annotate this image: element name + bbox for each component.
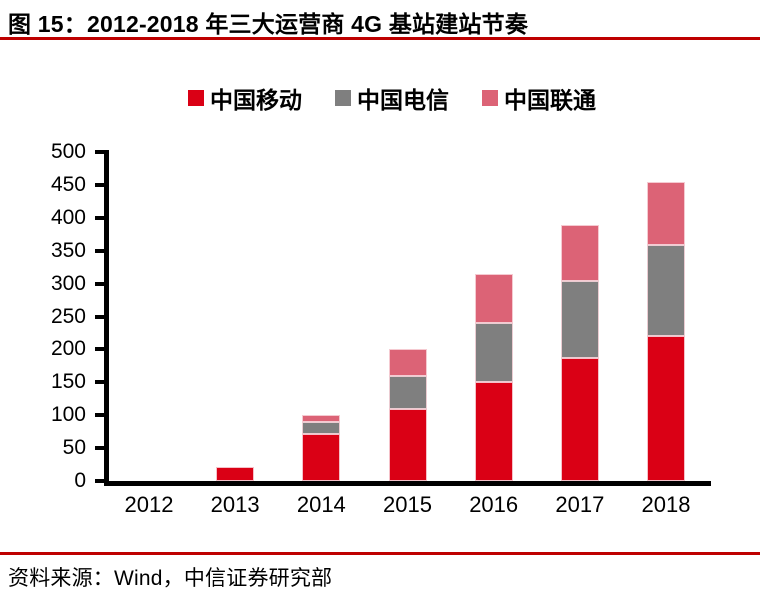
y-axis-label: 50 <box>62 436 86 460</box>
bar-segment <box>560 225 599 281</box>
y-axis-tick <box>95 215 104 220</box>
source-divider-rule <box>0 552 760 555</box>
legend-label: 中国联通 <box>504 87 596 113</box>
y-axis-tick <box>95 413 104 418</box>
chart-legend: 中国移动 中国电信 中国联通 <box>0 81 784 115</box>
bar-segment <box>388 408 427 481</box>
bar-segment <box>216 466 255 481</box>
y-axis-label: 200 <box>50 337 86 361</box>
x-axis-label: 2012 <box>124 492 174 517</box>
bar-segment <box>388 375 427 409</box>
y-axis-label: 100 <box>50 403 86 427</box>
bar-segment <box>388 349 427 376</box>
y-axis-tick <box>95 281 104 286</box>
legend-label: 中国移动 <box>210 87 302 113</box>
x-axis-label: 2013 <box>210 492 260 517</box>
y-axis-label: 500 <box>50 140 86 163</box>
y-axis-tick <box>95 446 104 451</box>
x-axis-label: 2015 <box>383 492 432 517</box>
legend-label: 中国电信 <box>357 87 449 113</box>
y-axis-tick <box>95 248 104 253</box>
legend-item: 中国电信 <box>335 81 449 115</box>
x-axis-label: 2014 <box>296 492 346 517</box>
legend-swatch-icon <box>188 90 204 106</box>
y-axis-label: 0 <box>74 469 86 492</box>
title-underline-rule <box>0 37 760 40</box>
x-axis-label: 2016 <box>469 492 519 517</box>
y-axis-tick <box>95 347 104 352</box>
y-axis-line <box>104 150 109 486</box>
y-axis-tick <box>95 380 104 385</box>
legend-item: 中国联通 <box>482 81 596 115</box>
bar-segment <box>474 382 513 481</box>
bar-segment <box>647 336 686 481</box>
bar-segment <box>647 245 686 337</box>
figure-title: 图 15：2012-2018 年三大运营商 4G 基站建站节奏 <box>8 11 529 37</box>
bar-segment <box>474 323 513 383</box>
legend-swatch-icon <box>335 90 351 106</box>
bar-segment <box>560 357 599 481</box>
bar-segment <box>474 273 513 324</box>
x-axis-line <box>104 481 711 486</box>
y-axis-label: 300 <box>50 271 86 295</box>
y-axis-tick <box>95 182 104 187</box>
bar-segment <box>647 181 686 246</box>
bar-segment <box>302 433 341 481</box>
y-axis-tick <box>95 150 104 154</box>
y-axis-label: 150 <box>50 370 86 394</box>
y-axis-label: 450 <box>50 172 86 196</box>
legend-item: 中国移动 <box>188 81 302 115</box>
y-axis-label: 250 <box>50 304 86 328</box>
bar-segment <box>302 421 341 434</box>
bar-segment <box>302 415 341 422</box>
legend-swatch-icon <box>482 90 498 106</box>
x-axis-label: 2017 <box>555 492 605 517</box>
source-text: 资料来源：Wind，中信证券研究部 <box>8 567 333 590</box>
y-axis-label: 350 <box>50 238 86 262</box>
y-axis-tick <box>95 314 104 319</box>
y-axis-tick <box>95 479 104 483</box>
x-axis-label: 2018 <box>641 492 691 517</box>
bar-segment <box>560 280 599 358</box>
y-axis-label: 400 <box>50 205 86 229</box>
